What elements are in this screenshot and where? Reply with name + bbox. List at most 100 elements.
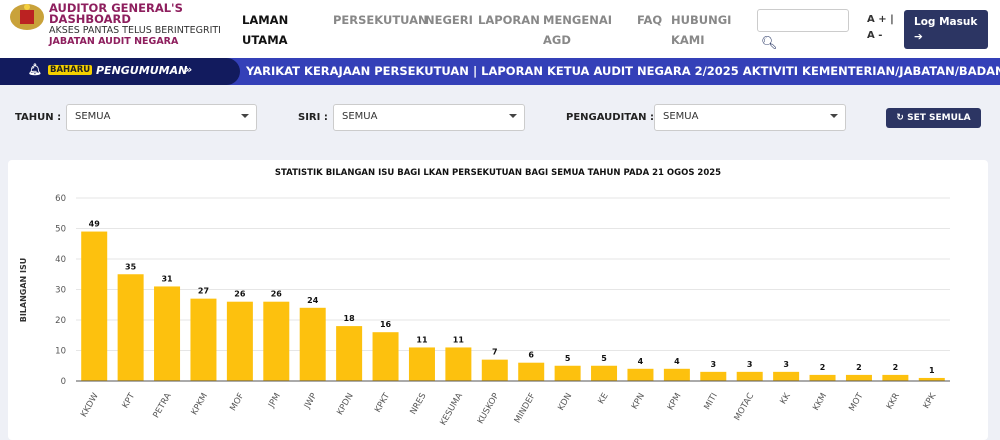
bar-KE[interactable] — [591, 365, 618, 381]
data-label: 7 — [492, 348, 498, 357]
data-label: 35 — [125, 262, 137, 271]
data-label: 5 — [601, 354, 607, 363]
x-tick-label: KDN — [556, 392, 574, 413]
login-icon: ➔ — [914, 31, 923, 43]
announcement-title: PENGUMUMAN — [96, 64, 188, 77]
bar-KKDW[interactable] — [81, 231, 108, 381]
y-tick-label: 30 — [55, 286, 66, 296]
data-label: 18 — [344, 314, 356, 323]
nav-laporan[interactable]: LAPORAN — [478, 13, 540, 27]
x-tick-label: KKR — [885, 391, 902, 411]
data-label: 2 — [893, 363, 899, 372]
data-label: 2 — [856, 363, 862, 372]
bell-icon: 🔔︎ — [28, 63, 42, 76]
pengauditan-label: PENGAUDITAN : — [566, 112, 654, 123]
data-label: 4 — [638, 357, 644, 366]
bar-JPM[interactable] — [263, 301, 290, 381]
tahun-select[interactable]: SEMUA — [66, 104, 257, 131]
bar-NRES[interactable] — [408, 347, 435, 381]
search-icon[interactable]: 🔍︎ — [761, 36, 778, 51]
bar-MITI[interactable] — [700, 371, 727, 381]
announcement-banner: YARIKAT KERAJAAN PERSEKUTUAN | LAPORAN K… — [0, 58, 1000, 85]
login-button[interactable]: Log Masuk ➔ — [904, 10, 988, 49]
nav-persekutuan[interactable]: PERSEKUTUAN — [333, 13, 428, 27]
bar-KPDN[interactable] — [336, 326, 363, 381]
y-tick-label: 60 — [55, 194, 66, 204]
bar-MINDEF[interactable] — [518, 362, 545, 381]
refresh-icon: ↻ — [896, 113, 904, 123]
bar-KDN[interactable] — [554, 365, 581, 381]
x-tick-label: MOTAC — [733, 391, 757, 422]
y-axis-label: BILANGAN ISU — [19, 258, 28, 323]
announcement-label: 🔔︎ BAHARU PENGUMUMAN » — [0, 58, 240, 85]
new-badge: BAHARU — [48, 65, 93, 75]
bar-KKM[interactable] — [809, 374, 836, 381]
bar-PETRA[interactable] — [154, 286, 181, 381]
data-label: 5 — [565, 354, 571, 363]
data-label: 11 — [416, 335, 428, 344]
agency-name: JABATAN AUDIT NEGARA — [49, 36, 179, 47]
siri-label: SIRI : — [298, 112, 328, 123]
bar-KPN[interactable] — [627, 368, 654, 381]
caret-down-icon — [241, 114, 249, 122]
x-tick-label: KPN — [630, 392, 647, 412]
coat-of-arms-logo — [10, 4, 44, 30]
nav-laman-utama[interactable]: LAMAN UTAMA — [242, 13, 289, 47]
brand[interactable]: AUDITOR GENERAL'S DASHBOARD AKSES PANTAS… — [49, 1, 221, 47]
y-tick-label: 40 — [55, 255, 66, 265]
data-label: 4 — [674, 357, 680, 366]
data-label: 3 — [783, 360, 789, 369]
x-tick-label: JPM — [266, 392, 283, 411]
bar-KPT[interactable] — [117, 274, 144, 381]
bar-KPKT[interactable] — [372, 332, 399, 381]
bar-KPKM[interactable] — [190, 298, 217, 381]
data-label: 27 — [198, 287, 209, 296]
font-size-control[interactable]: A + | A - — [867, 14, 894, 41]
x-tick-label: KPT — [121, 391, 138, 410]
x-tick-label: MOF — [228, 391, 246, 412]
bar-MOT[interactable] — [845, 374, 872, 381]
pengauditan-select[interactable]: SEMUA — [654, 104, 846, 131]
siri-select[interactable]: SEMUA — [333, 104, 525, 131]
reset-button[interactable]: ↻ SET SEMULA — [886, 108, 981, 128]
x-tick-label: JWP — [302, 392, 319, 412]
x-tick-label: KESUMA — [438, 391, 465, 427]
brand-title: AUDITOR GENERAL'S — [49, 1, 183, 15]
nav-negeri[interactable]: NEGERI — [425, 13, 473, 27]
caret-down-icon — [509, 114, 517, 122]
data-label: 26 — [234, 290, 246, 299]
data-label: 6 — [528, 351, 534, 360]
bar-KK[interactable] — [773, 371, 800, 381]
data-label: 16 — [380, 320, 392, 329]
nav-hubungi-kami[interactable]: HUBUNGI KAMI — [671, 13, 732, 47]
bar-KPK[interactable] — [918, 377, 945, 381]
x-tick-label: KK — [778, 391, 792, 406]
tahun-label: TAHUN : — [15, 112, 62, 123]
y-tick-label: 50 — [55, 225, 66, 235]
nav-mengenai-agd[interactable]: MENGENAI AGD — [543, 13, 613, 47]
data-label: 11 — [453, 335, 465, 344]
x-tick-label: KPDN — [335, 392, 355, 417]
y-tick-label: 10 — [55, 347, 66, 357]
data-label: 1 — [929, 366, 935, 375]
data-label: 2 — [820, 363, 826, 372]
double-chevron-icon: » — [185, 63, 193, 76]
x-tick-label: KKM — [811, 392, 829, 413]
announcement-ticker[interactable]: YARIKAT KERAJAAN PERSEKUTUAN | LAPORAN K… — [246, 64, 1000, 78]
bar-KESUMA[interactable] — [445, 347, 472, 381]
x-tick-label: KPKT — [373, 391, 392, 415]
data-label: 3 — [711, 360, 717, 369]
data-label: 31 — [161, 274, 173, 283]
nav-faq[interactable]: FAQ — [637, 13, 663, 27]
bar-KPM[interactable] — [663, 368, 690, 381]
bar-KKR[interactable] — [882, 374, 909, 381]
data-label: 24 — [307, 296, 319, 305]
x-tick-label: NRES — [408, 392, 428, 417]
bar-KUSKOP[interactable] — [481, 359, 508, 381]
data-label: 26 — [271, 290, 283, 299]
search-input[interactable] — [757, 9, 849, 32]
tagline: AKSES PANTAS TELUS BERINTEGRITI — [49, 25, 221, 36]
bar-MOF[interactable] — [226, 301, 253, 381]
bar-MOTAC[interactable] — [736, 371, 763, 381]
bar-JWP[interactable] — [299, 307, 326, 381]
